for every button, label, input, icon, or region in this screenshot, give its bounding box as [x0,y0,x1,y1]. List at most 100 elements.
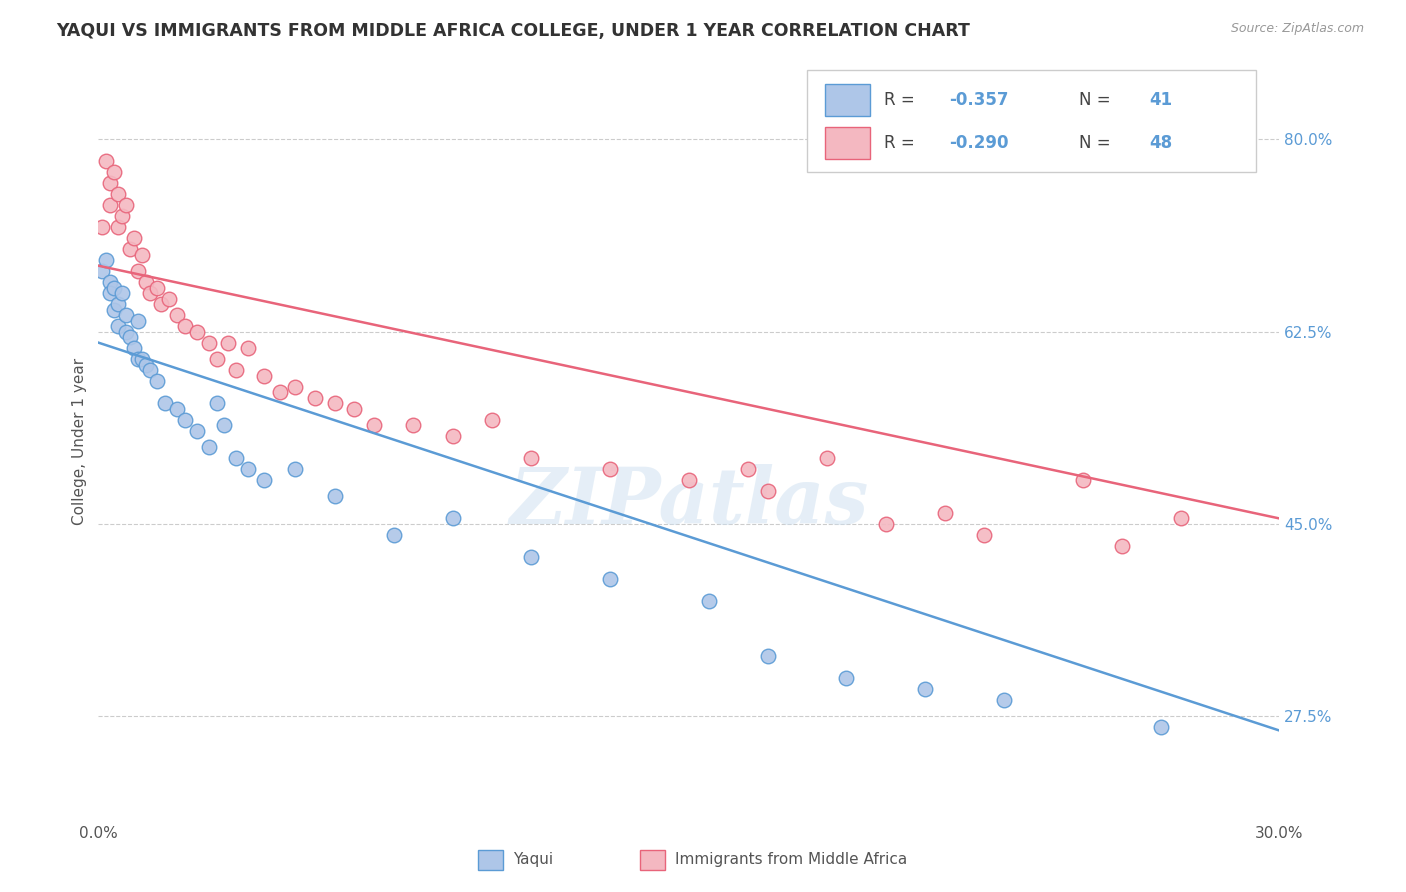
Point [481,412,503,426]
Point [131,352,153,367]
Text: R =: R = [884,91,920,109]
Point [91,264,114,278]
Point [118,330,141,344]
Point [1170,511,1192,525]
Point [973,528,995,542]
Point [1111,539,1133,553]
Point [284,462,307,476]
Point [225,450,247,465]
Point [253,368,276,383]
Point [441,429,464,443]
Point [520,549,543,564]
FancyBboxPatch shape [807,70,1256,172]
Point [107,220,129,235]
Point [236,462,259,476]
Point [197,440,219,454]
Point [205,352,228,367]
Point [520,450,543,465]
Text: Yaqui: Yaqui [513,853,554,867]
Point [186,325,208,339]
Text: 41: 41 [1150,91,1173,109]
Text: 48: 48 [1150,134,1173,152]
Point [115,325,138,339]
Point [934,506,956,520]
Point [111,209,134,223]
Point [166,401,188,416]
Point [122,231,145,245]
Point [269,385,291,400]
Point [186,424,208,438]
Point [111,286,134,301]
Bar [640,850,665,870]
Text: R =: R = [884,134,920,152]
Point [343,401,366,416]
Point [98,177,121,191]
Text: N =: N = [1078,91,1115,109]
Point [107,187,129,202]
Point [737,462,759,476]
Text: Immigrants from Middle Africa: Immigrants from Middle Africa [675,853,907,867]
Point [138,363,160,377]
Point [138,286,160,301]
Bar [825,127,870,159]
Point [150,297,173,311]
Point [599,572,621,586]
Point [96,154,118,169]
Text: -0.357: -0.357 [949,91,1008,109]
Text: N =: N = [1078,134,1115,152]
Point [236,341,259,355]
Point [107,319,129,334]
Point [599,462,621,476]
Point [402,418,425,433]
Point [127,352,149,367]
Text: Source: ZipAtlas.com: Source: ZipAtlas.com [1230,22,1364,36]
Point [382,528,405,542]
Point [323,490,346,504]
Point [993,692,1015,706]
Point [225,363,247,377]
Point [174,412,197,426]
Point [214,418,236,433]
Point [131,248,153,262]
Point [91,220,114,235]
Point [166,308,188,322]
Point [835,671,858,685]
Point [146,374,169,388]
Point [135,358,157,372]
Point [217,335,239,350]
Point [122,341,145,355]
Text: -0.290: -0.290 [949,134,1008,152]
Point [98,198,121,212]
Point [815,450,838,465]
Point [146,281,169,295]
Point [253,473,276,487]
Bar [825,84,870,116]
Point [127,313,149,327]
Point [115,198,138,212]
Point [135,275,157,289]
Point [103,281,125,295]
Point [115,308,138,322]
Y-axis label: College, Under 1 year: College, Under 1 year [72,358,87,525]
Point [678,473,700,487]
Point [1150,720,1173,734]
Point [103,165,125,179]
Point [174,319,197,334]
Point [1071,473,1094,487]
Text: YAQUI VS IMMIGRANTS FROM MIDDLE AFRICA COLLEGE, UNDER 1 YEAR CORRELATION CHART: YAQUI VS IMMIGRANTS FROM MIDDLE AFRICA C… [56,22,970,40]
Point [96,253,118,268]
Point [98,275,121,289]
Point [304,391,326,405]
Point [127,264,149,278]
Point [103,302,125,317]
Point [197,335,219,350]
Point [205,396,228,410]
Point [323,396,346,410]
Point [875,516,897,531]
Point [155,396,177,410]
Point [756,483,779,498]
Point [118,242,141,256]
Point [98,286,121,301]
Point [914,681,936,696]
Point [363,418,385,433]
